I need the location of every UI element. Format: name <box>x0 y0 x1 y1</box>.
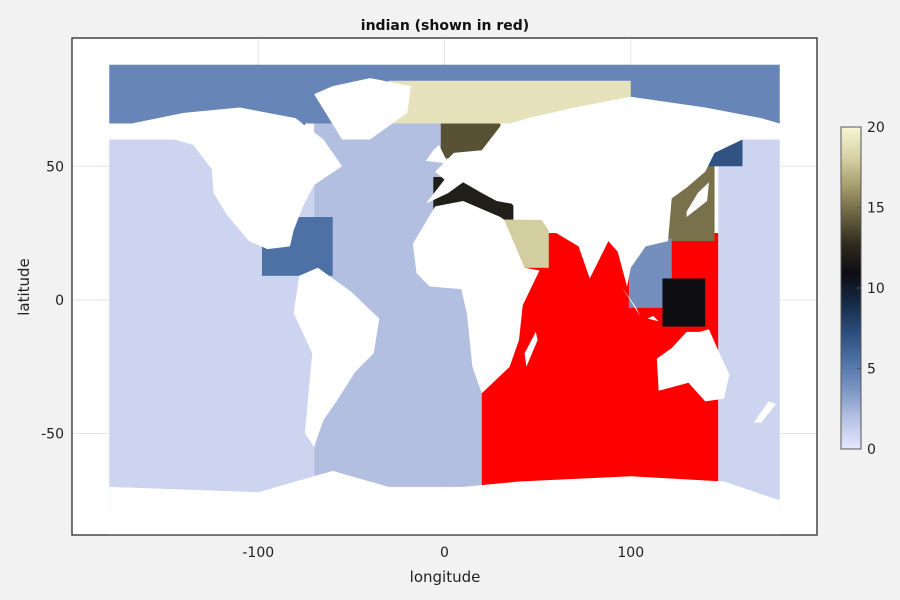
y-axis-label: latitude <box>15 258 33 316</box>
x-tick-label: -100 <box>242 545 274 561</box>
land-mass <box>425 96 780 287</box>
land-mass <box>412 200 540 394</box>
x-tick-label: 100 <box>617 545 644 561</box>
land-mass <box>131 107 343 250</box>
colorbar-tick-label: 15 <box>867 201 885 217</box>
colorbar-tick-label: 10 <box>867 281 885 297</box>
land-mass <box>621 286 641 316</box>
land-mass <box>753 401 777 423</box>
colorbar-tick-label: 0 <box>867 442 876 458</box>
land-mass <box>109 470 780 535</box>
land-mass <box>686 182 709 218</box>
land-mass <box>524 331 538 367</box>
x-tick-label: 0 <box>440 545 449 561</box>
x-axis-ticks: -100 0 100 <box>242 545 644 561</box>
land-mass <box>293 267 380 447</box>
y-axis-ticks: -50 0 50 <box>41 159 64 442</box>
land-mass <box>647 315 659 322</box>
land-mass <box>656 329 730 402</box>
chart-title: indian (shown in red) <box>361 18 529 34</box>
y-tick-label: 50 <box>46 159 64 175</box>
land-mass <box>425 144 449 164</box>
colorbar-ticks: 0 5 10 15 20 <box>857 120 885 458</box>
land-masses <box>71 37 818 536</box>
colorbar-tick-label: 20 <box>867 120 885 136</box>
x-axis-label: longitude <box>410 568 481 586</box>
region-pacific-east <box>718 139 780 514</box>
region-indonesian-seas <box>662 278 706 327</box>
y-tick-label: -50 <box>41 426 64 442</box>
colorbar-tick-label: 5 <box>867 362 876 378</box>
plot-border <box>71 37 818 536</box>
land-mass <box>314 78 411 140</box>
y-tick-label: 0 <box>55 293 64 309</box>
